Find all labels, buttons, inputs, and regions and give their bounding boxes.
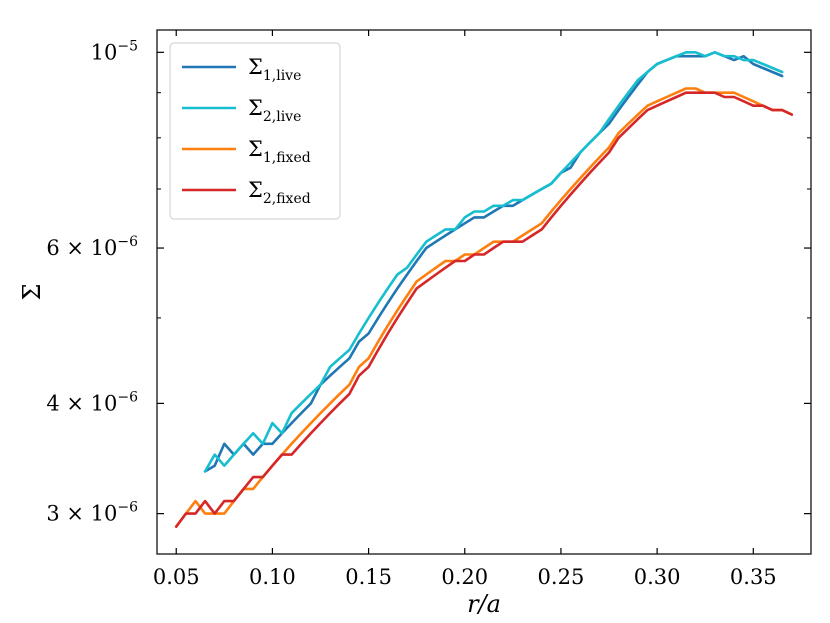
legend-label-2-live: Σ2,live bbox=[248, 96, 301, 125]
series-line-2-live bbox=[203, 50, 784, 473]
plot-area-frame bbox=[156, 29, 812, 555]
y-tick-label: 6 × 10−6 bbox=[46, 234, 138, 260]
x-tick-label: 0.30 bbox=[634, 565, 681, 589]
legend: Σ1,live Σ2,live Σ1,fixed Σ2,fixed bbox=[169, 42, 341, 220]
y-axis-ticks: 3 × 10−6 4 × 10−6 6 × 10−6 10−5 bbox=[46, 38, 811, 526]
x-axis-label: r/a bbox=[467, 590, 501, 618]
x-tick-label: 0.10 bbox=[249, 565, 296, 589]
legend-label-1-live: Σ1,live bbox=[248, 55, 301, 84]
legend-box bbox=[169, 42, 341, 220]
x-tick-label: 0.05 bbox=[153, 565, 200, 589]
legend-items: Σ1,live Σ2,live Σ1,fixed Σ2,fixed bbox=[182, 55, 311, 207]
x-tick-label: 0.20 bbox=[441, 565, 488, 589]
legend-label-2-fixed: Σ2,fixed bbox=[248, 178, 311, 207]
y-tick-label: 10−5 bbox=[91, 38, 138, 64]
x-tick-label: 0.25 bbox=[538, 565, 585, 589]
series-line-2-fixed bbox=[174, 91, 794, 528]
series-layer bbox=[174, 50, 794, 528]
x-tick-label: 0.15 bbox=[345, 565, 392, 589]
legend-label-1-fixed: Σ1,fixed bbox=[248, 137, 311, 166]
x-axis-ticks: 0.05 0.10 0.15 0.20 0.25 0.30 0.35 bbox=[153, 30, 777, 589]
y-tick-label: 4 × 10−6 bbox=[46, 389, 138, 415]
x-tick-label: 0.35 bbox=[730, 565, 777, 589]
series-line-1-live bbox=[203, 50, 784, 473]
y-axis-label: Σ bbox=[18, 284, 46, 301]
y-tick-label: 3 × 10−6 bbox=[46, 500, 138, 526]
